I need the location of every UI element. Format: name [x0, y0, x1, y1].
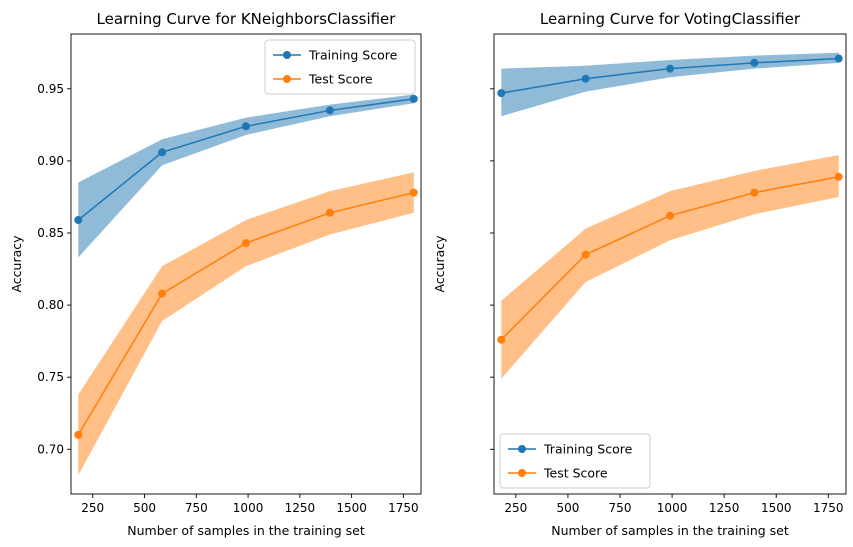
x-tick-label: 1250 — [709, 501, 740, 515]
data-point-0-3 — [750, 58, 759, 67]
data-point-1-2 — [242, 239, 250, 248]
legend-label-1: Test Score — [308, 72, 373, 87]
y-tick-label: 0.95 — [37, 82, 64, 96]
y-tick-label: 0.75 — [37, 370, 64, 384]
data-point-0-2 — [242, 122, 250, 131]
data-point-1-0 — [74, 430, 83, 439]
x-tick-label: 500 — [556, 501, 579, 515]
y-axis-label: Accuracy — [432, 235, 447, 293]
data-point-0-0 — [497, 89, 506, 98]
confidence-band-1 — [78, 172, 414, 476]
x-tick-label: 500 — [133, 501, 156, 515]
data-point-1-1 — [581, 250, 590, 259]
legend-marker-0 — [283, 51, 291, 59]
x-tick-label: 250 — [504, 501, 527, 515]
x-tick-label: 1000 — [233, 501, 264, 515]
data-point-1-2 — [666, 211, 674, 220]
y-tick-label: 0.70 — [37, 442, 64, 456]
data-point-1-1 — [158, 289, 167, 298]
legend-box — [264, 39, 416, 95]
x-tick-label: 1000 — [657, 501, 688, 515]
legend: Training Score Test Score — [264, 39, 416, 95]
confidence-band-0 — [501, 52, 839, 117]
data-point-1-3 — [750, 188, 759, 197]
data-point-1-4 — [409, 188, 418, 197]
y-tick-label: 0.90 — [37, 154, 64, 168]
data-point-0-4 — [409, 94, 418, 103]
x-tick-label: 1500 — [761, 501, 792, 515]
chart-right: 250 500 750 1000 1250 1500 1750 Learning Curve … — [432, 10, 847, 538]
data-point-0-4 — [834, 54, 843, 63]
y-tick-label: 0.85 — [37, 226, 64, 240]
x-tick-label: 1500 — [336, 501, 367, 515]
chart-title: Learning Curve for VotingClassifier — [540, 10, 801, 28]
x-tick-label: 1750 — [813, 501, 844, 515]
x-tick-label: 1250 — [285, 501, 316, 515]
axes-frame — [493, 33, 847, 495]
legend-label-1: Test Score — [543, 466, 608, 481]
legend-label-0: Training Score — [543, 442, 633, 457]
data-point-1-0 — [497, 335, 506, 344]
data-point-0-1 — [581, 74, 590, 83]
data-point-1-4 — [834, 172, 843, 181]
x-tick-label: 750 — [609, 501, 632, 515]
x-tick-label: 750 — [185, 501, 208, 515]
legend-marker-1 — [283, 75, 291, 83]
confidence-band-1 — [501, 155, 839, 379]
data-point-0-3 — [325, 106, 334, 115]
legend-marker-0 — [518, 445, 526, 453]
data-point-0-0 — [74, 216, 83, 225]
y-tick-label: 0.80 — [37, 298, 64, 312]
x-tick-label: 250 — [81, 501, 104, 515]
data-point-0-1 — [158, 148, 167, 157]
chart-left: 250 500 750 1000 1250 1500 1750 0.70 0.75 0.80 0.8… — [9, 10, 422, 538]
x-axis-label: Number of samples in the training set — [127, 523, 365, 538]
legend: Training Score Test Score — [499, 433, 651, 489]
legend-label-0: Training Score — [308, 48, 398, 63]
data-point-0-2 — [666, 64, 674, 73]
data-point-1-3 — [325, 208, 334, 217]
axes-frame — [70, 33, 422, 495]
y-axis-label: Accuracy — [9, 235, 24, 293]
x-axis-label: Number of samples in the training set — [551, 523, 789, 538]
x-tick-label: 1750 — [388, 501, 419, 515]
legend-box — [499, 433, 651, 489]
chart-title: Learning Curve for KNeighborsClassifier — [97, 10, 397, 28]
legend-marker-1 — [518, 469, 526, 477]
